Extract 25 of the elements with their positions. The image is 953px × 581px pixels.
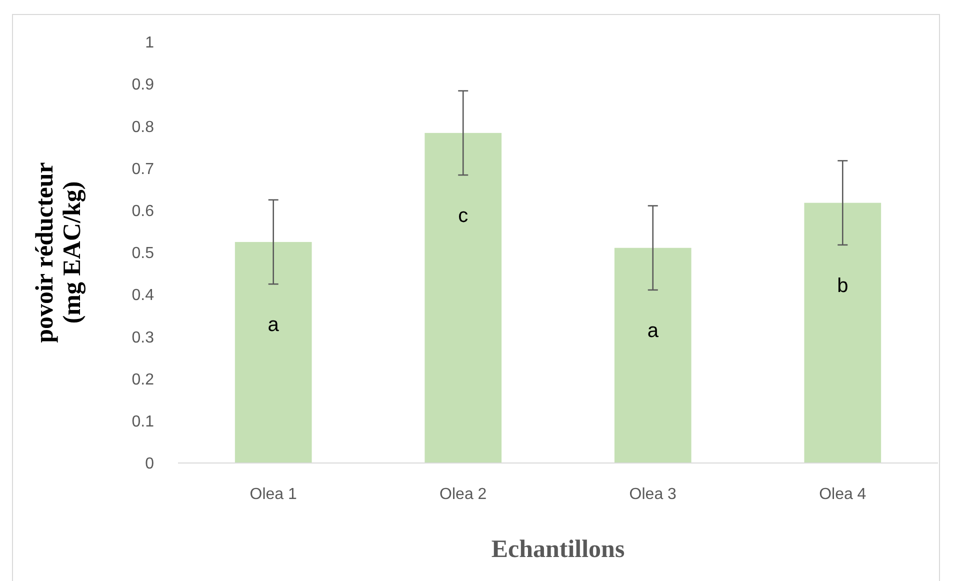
y-tick-label: 0.5: [132, 245, 154, 262]
y-tick-label: 0.2: [132, 371, 154, 388]
bar: [614, 248, 692, 463]
y-tick-label: 0.3: [132, 329, 154, 346]
annotation: a: [268, 314, 280, 336]
annotation: c: [458, 204, 468, 227]
y-tick-label: 0.8: [132, 118, 154, 136]
y-tick-label: 0.9: [132, 76, 154, 94]
bar: [424, 132, 502, 463]
bar: [234, 242, 312, 463]
x-tick-label: Olea 1: [250, 486, 298, 503]
bar: [804, 202, 882, 463]
y-tick-label: 0.6: [132, 203, 154, 220]
x-tick-label: Olea 4: [819, 486, 866, 503]
annotation: a: [647, 320, 660, 342]
y-tick-label: 0.4: [132, 287, 154, 304]
y-tick-label: 0.1: [132, 414, 154, 430]
annotation: b: [837, 274, 848, 297]
y-tick-label: 0: [145, 456, 154, 473]
y-tick-label: 1: [145, 34, 154, 52]
y-axis-title: povoir réducteur (mg EAC/kg): [32, 162, 86, 343]
x-axis-title: Echantillons: [491, 536, 625, 563]
y-tick-label: 0.7: [132, 160, 154, 178]
x-tick-label: Olea 2: [440, 486, 487, 503]
x-tick-label: Olea 3: [629, 486, 677, 503]
